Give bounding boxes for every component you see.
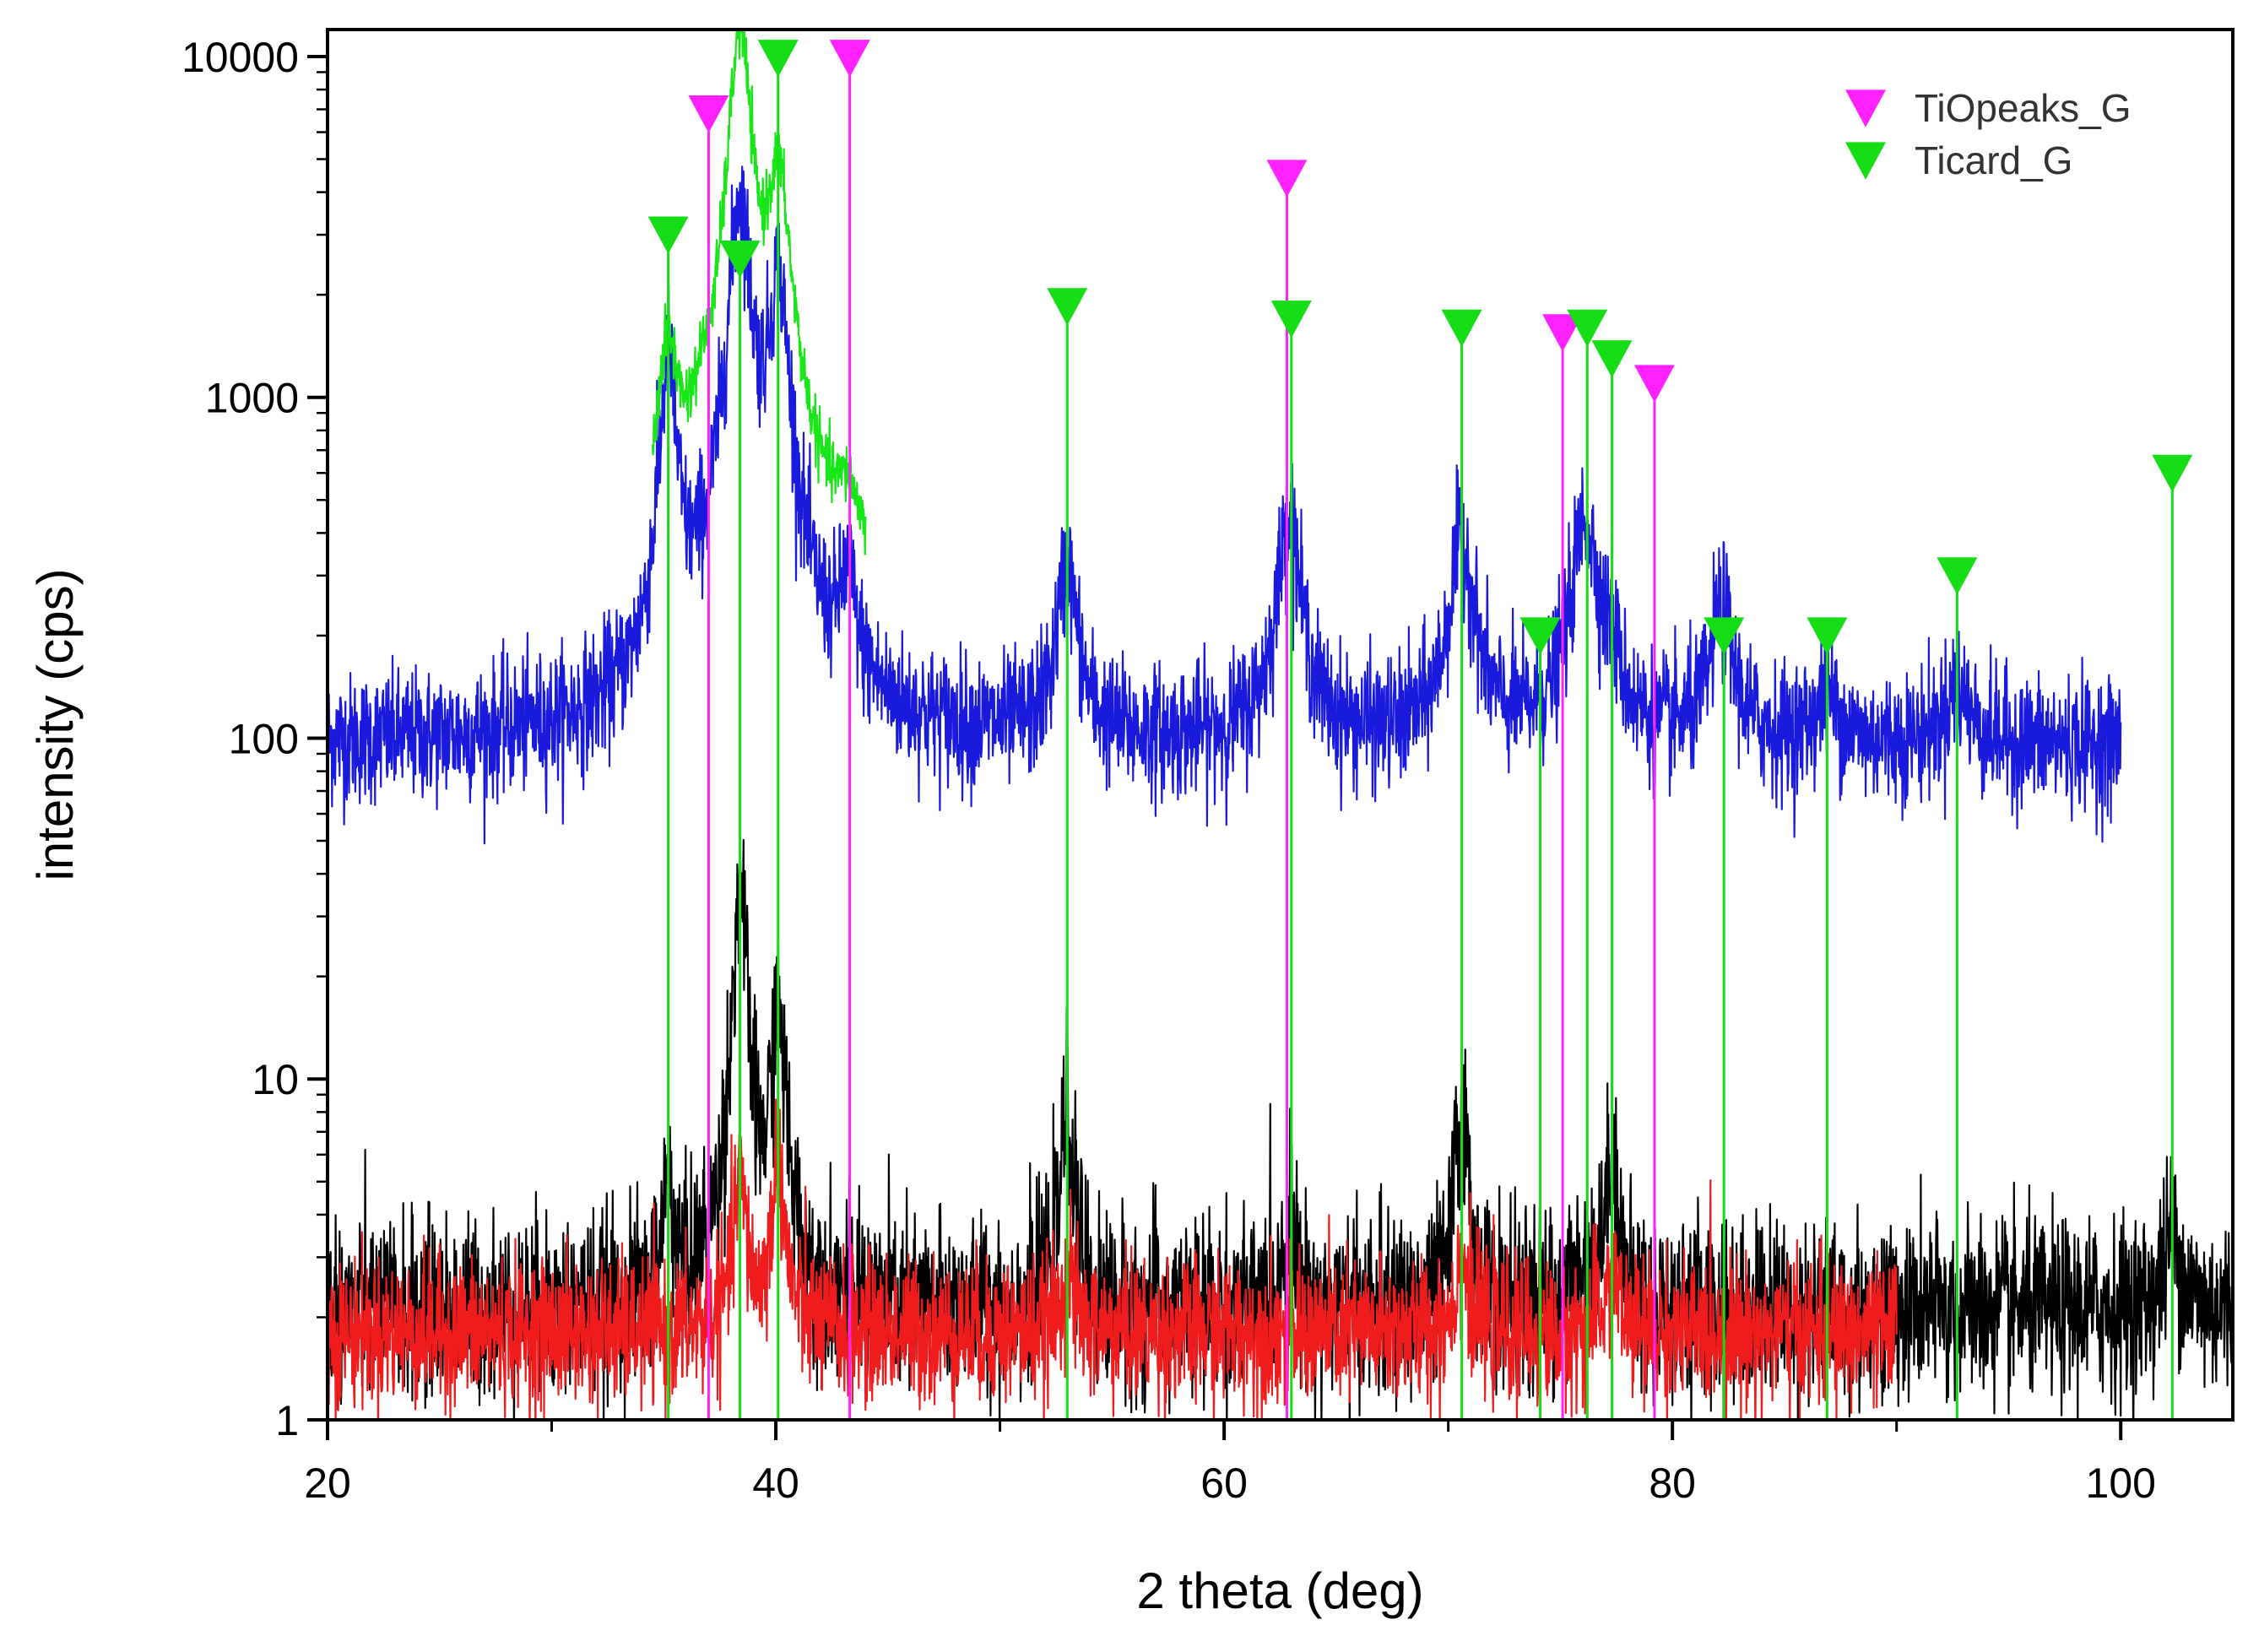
marker-triangle-1-6 [1519,617,1561,655]
marker-triangle-0-0 [688,95,729,133]
marker-triangle-1-11 [1937,557,1978,595]
marker-triangle-1-3 [1047,288,1088,326]
x-tick-label-1: 40 [752,1460,799,1507]
series-line-0 [328,165,2122,845]
series-line-3 [328,1098,1898,1420]
marker-triangle-1-5 [1441,309,1482,348]
marker-triangle-1-0 [647,216,689,254]
y-tick-label-3: 1000 [205,375,299,422]
legend-marker-1 [1845,142,1886,180]
y-tick-label-0: 1 [275,1397,299,1444]
legend-label-1: Ticard_G [1915,138,2072,182]
axes: 20 40 60 80 100 1 10 100 1000 10000 [181,34,2156,1507]
x-tick-label-0: 20 [304,1460,351,1507]
y-tick-label-1: 10 [252,1056,299,1103]
plot-frame [326,28,2234,1422]
y-axis-label: intensity (cps) [27,568,84,880]
legend-marker-0 [1845,89,1886,127]
series-line-1 [651,30,867,555]
marker-triangle-1-4 [1270,301,1312,339]
legend-label-0: TiOpeaks_G [1915,86,2132,130]
marker-triangle-1-7 [1567,309,1608,348]
marker-triangle-1-2 [757,40,799,78]
y-tick-label-4: 10000 [181,34,299,81]
marker-triangle-0-2 [1266,160,1308,198]
plot-area [328,30,2233,1420]
x-tick-label-3: 80 [1649,1460,1696,1507]
marker-triangle-0-3 [1542,314,1584,352]
marker-triangle-1-1 [719,240,761,279]
legend: TiOpeaks_G Ticard_G [1845,86,2132,182]
x-tick-label-2: 60 [1200,1460,1248,1507]
y-tick-label-2: 100 [229,715,299,762]
marker-triangle-1-12 [2152,454,2193,493]
marker-triangle-1-9 [1704,617,1745,655]
marker-triangle-1-10 [1807,617,1848,655]
x-axis-label: 2 theta (deg) [1136,1563,1423,1619]
x-tick-label-4: 100 [2086,1460,2156,1507]
marker-triangle-0-1 [829,40,870,78]
marker-triangle-1-8 [1591,340,1633,378]
marker-triangle-0-4 [1633,365,1675,403]
